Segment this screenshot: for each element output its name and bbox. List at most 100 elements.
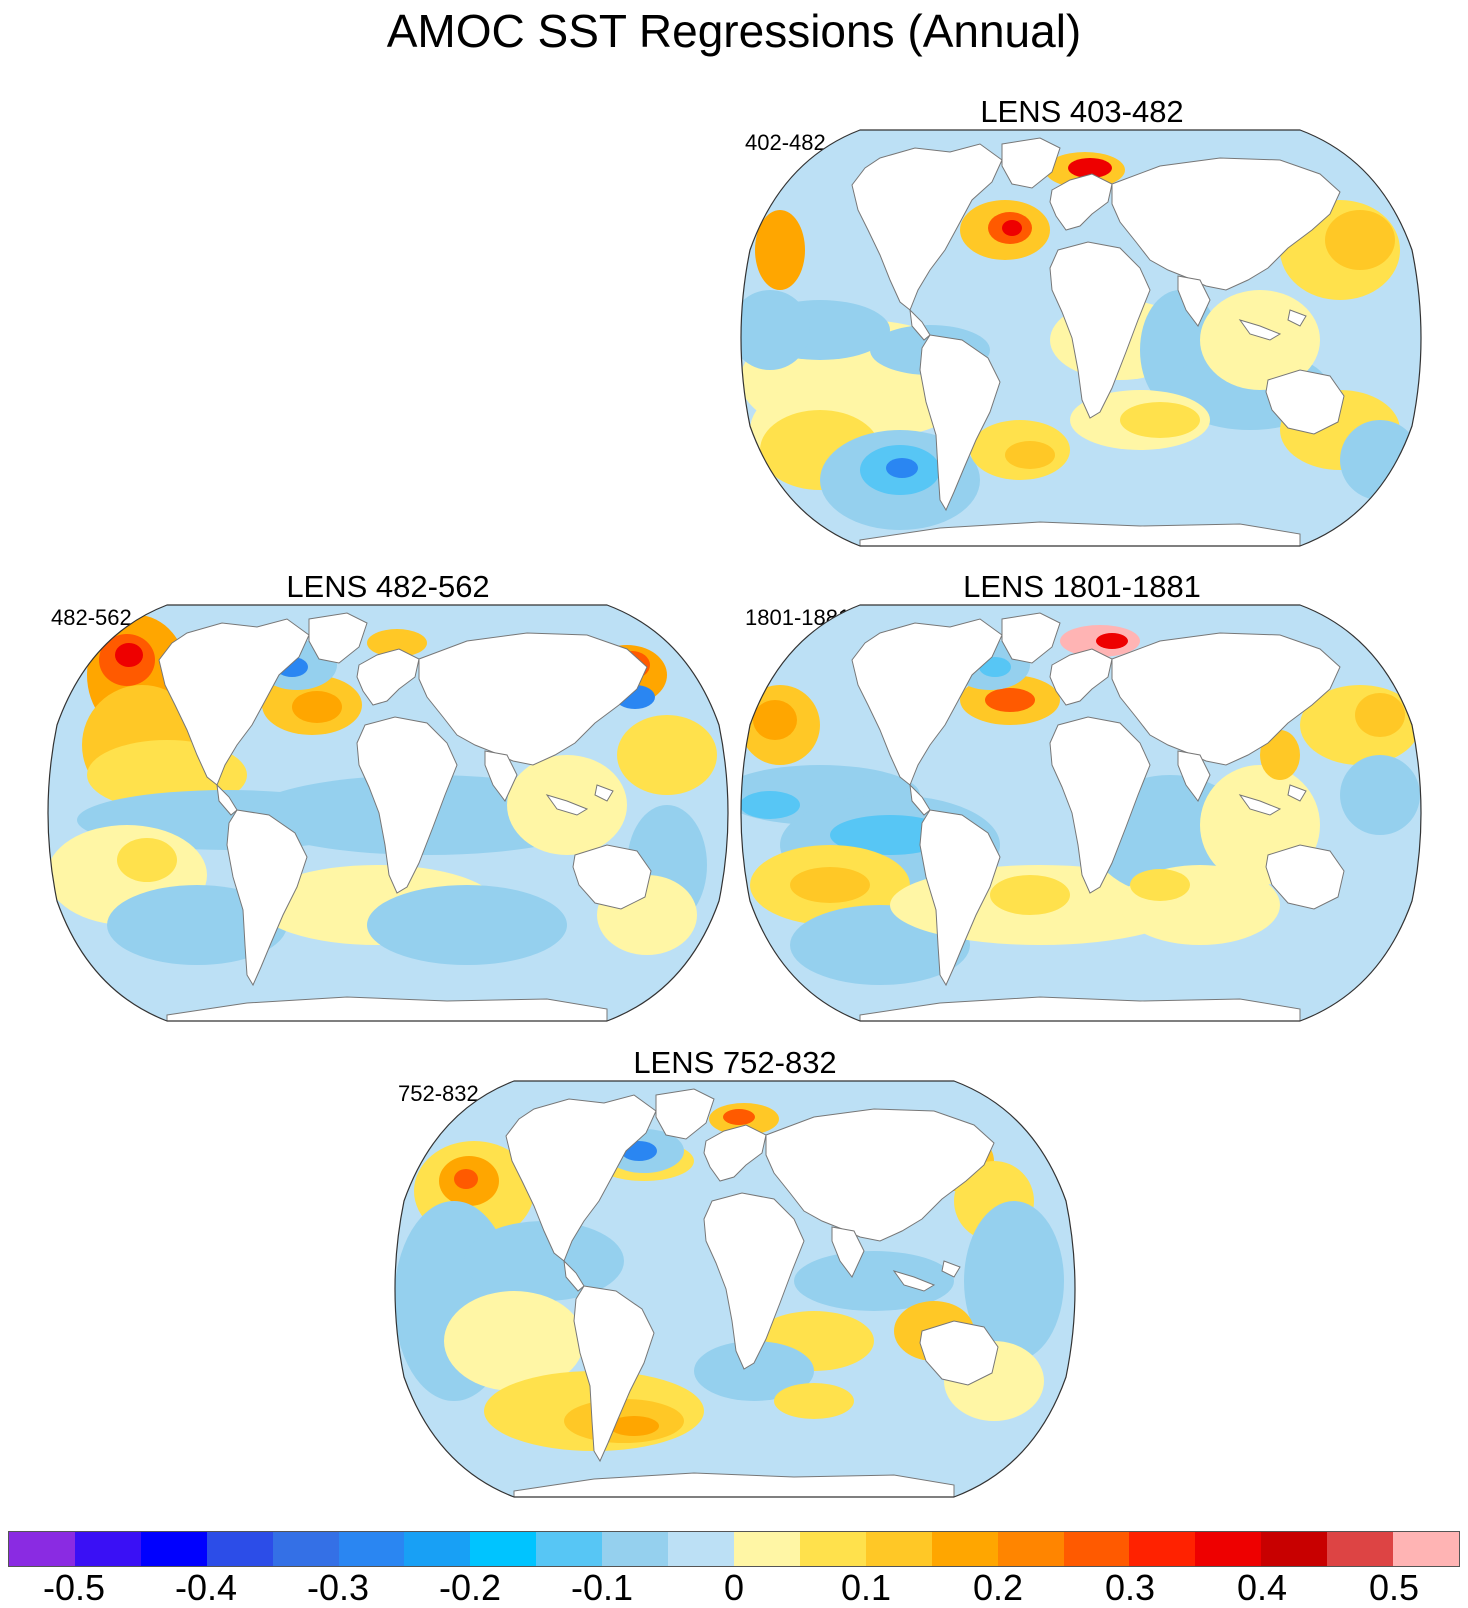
landmass xyxy=(1049,716,1151,894)
landmass xyxy=(1177,275,1211,327)
landmass xyxy=(356,716,458,894)
sst-anomaly-region xyxy=(115,643,143,667)
colorbar-swatch xyxy=(1261,1532,1328,1566)
landmass xyxy=(484,750,518,802)
colorbar-tick-labels: -0.5 -0.4 -0.3 -0.2 -0.1 0 0.1 0.2 0.3 0.4 0.5 xyxy=(0,1568,1468,1608)
sst-field xyxy=(48,605,728,1021)
landmass xyxy=(919,1320,999,1386)
landmass xyxy=(703,1124,767,1182)
sst-anomaly-region xyxy=(964,1201,1064,1361)
colorbar-swatch xyxy=(865,1532,932,1566)
landmass xyxy=(418,632,648,766)
landmass xyxy=(1238,794,1282,816)
sst-anomaly-region xyxy=(1340,755,1420,835)
landmass xyxy=(919,809,1001,987)
sst-anomaly-region xyxy=(755,210,805,290)
colorbar-tick-label: -0.2 xyxy=(438,1567,502,1608)
landmass xyxy=(545,794,589,816)
landmass xyxy=(1049,648,1113,706)
globe-outline xyxy=(394,1080,1076,1498)
panel-title: LENS 482-562 xyxy=(286,569,490,604)
panel-period-label: 752-832 xyxy=(398,1081,479,1106)
colorbar-tick-label: 0.5 xyxy=(1368,1567,1420,1608)
landmass xyxy=(1001,137,1061,189)
landmass xyxy=(166,996,608,1021)
colorbar-swatch xyxy=(1195,1532,1262,1566)
sst-anomaly-region xyxy=(292,691,342,723)
world-map-sst xyxy=(47,604,729,1022)
landmass xyxy=(1287,309,1307,327)
landmass xyxy=(594,784,614,802)
sst-anomaly-region xyxy=(617,715,717,795)
globe-outline xyxy=(740,604,1422,1022)
landmass xyxy=(1265,369,1345,435)
sst-anomaly-region xyxy=(1130,869,1190,901)
sst-anomaly-region xyxy=(790,867,870,903)
sst-anomaly-region xyxy=(1260,730,1300,780)
landmass xyxy=(308,612,368,664)
sst-anomaly-region xyxy=(753,700,797,740)
sst-anomaly-region xyxy=(1096,633,1128,649)
landmass xyxy=(765,1108,995,1242)
sst-anomaly-region xyxy=(1120,402,1200,438)
landmass xyxy=(216,783,238,816)
figure-title: AMOC SST Regressions (Annual) xyxy=(386,5,1082,57)
landmass xyxy=(356,648,420,706)
sst-field xyxy=(395,1081,1075,1497)
sst-anomaly-region xyxy=(886,458,918,478)
sst-anomaly-region xyxy=(694,1341,814,1401)
sst-anomaly-region xyxy=(454,1169,478,1189)
colorbar-swatch xyxy=(536,1532,603,1566)
colorbar-swatch xyxy=(602,1532,669,1566)
globe-outline xyxy=(47,604,729,1022)
colorbar-tick-label: 0.4 xyxy=(1236,1567,1288,1608)
colorbar-tick-label: 0.2 xyxy=(972,1567,1024,1608)
colorbar-swatch xyxy=(1327,1532,1394,1566)
sst-anomaly-region xyxy=(464,1221,624,1301)
sst-anomaly-region xyxy=(774,1383,854,1419)
colorbar-swatch xyxy=(338,1532,405,1566)
sst-anomaly-region xyxy=(794,1251,954,1311)
landmass xyxy=(1111,157,1341,291)
sst-anomaly-region xyxy=(985,688,1035,712)
sst-anomaly-region xyxy=(1325,210,1395,270)
world-map-sst xyxy=(740,604,1422,1022)
landmass xyxy=(919,334,1001,512)
colorbar-swatch xyxy=(1063,1532,1130,1566)
landmass xyxy=(941,1260,961,1278)
landmass xyxy=(513,1472,955,1497)
sst-anomaly-region xyxy=(609,1416,659,1436)
colorbar-tick-label: -0.5 xyxy=(42,1567,106,1608)
landmass xyxy=(572,844,652,910)
landmass xyxy=(859,521,1301,546)
colorbar-tick-label: 0 xyxy=(723,1567,745,1608)
landmass xyxy=(851,618,1003,786)
landmass xyxy=(909,308,931,341)
sst-anomaly-region xyxy=(723,1109,755,1125)
colorbar-tick-label: 0.3 xyxy=(1104,1567,1156,1608)
colorbar-swatch xyxy=(404,1532,471,1566)
sst-anomaly-region xyxy=(1005,441,1055,469)
panel-period-label: 482-562 xyxy=(51,605,132,630)
colorbar-swatch xyxy=(799,1532,866,1566)
sst-field xyxy=(741,130,1421,546)
colorbar-swatch xyxy=(668,1532,734,1566)
sst-anomaly-region xyxy=(1002,220,1022,236)
globe-outline xyxy=(740,129,1422,547)
panel-title: LENS 752-832 xyxy=(633,1045,837,1080)
landmass xyxy=(851,143,1003,311)
landmass xyxy=(1049,173,1113,231)
colorbar-swatch xyxy=(9,1532,75,1566)
sst-anomaly-region xyxy=(367,885,567,965)
landmass xyxy=(909,783,931,816)
landmass xyxy=(703,1192,805,1370)
landmass xyxy=(1111,632,1341,766)
landmass xyxy=(563,1259,585,1292)
landmass xyxy=(1049,241,1151,419)
world-map-sst xyxy=(394,1080,1076,1498)
sst-anomaly-region xyxy=(1355,693,1405,737)
landmass xyxy=(226,809,308,987)
sst-anomaly-region xyxy=(741,290,810,370)
landmass xyxy=(505,1094,657,1262)
sst-anomaly-region xyxy=(1340,420,1420,500)
